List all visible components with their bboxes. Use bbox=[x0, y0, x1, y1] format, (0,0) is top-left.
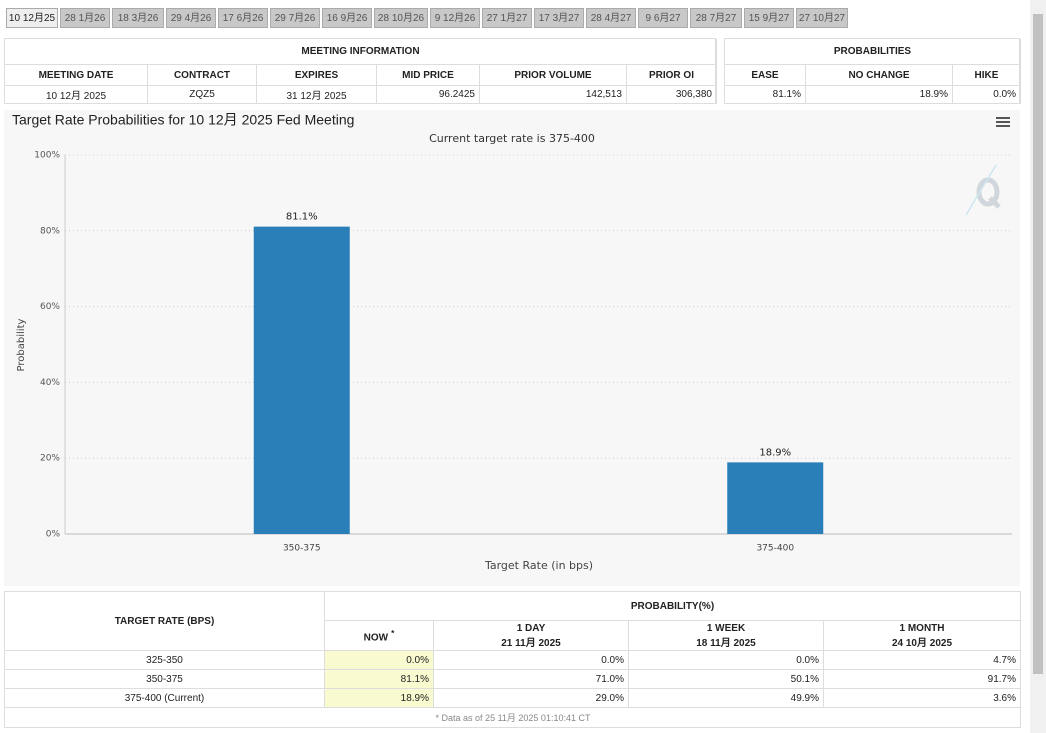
y-tick-label: 100% bbox=[34, 151, 60, 161]
table-cell: 0.0% bbox=[953, 86, 1021, 104]
header-date: 24 10月 2025 bbox=[891, 637, 953, 649]
table-cell: 350-375 bbox=[5, 670, 325, 689]
chart-subtitle: Current target rate is 375-400 bbox=[429, 132, 595, 145]
table-cell: 81.1% bbox=[325, 670, 434, 689]
column-header: PRIOR VOLUME bbox=[480, 65, 627, 86]
header-date: 18 11月 2025 bbox=[696, 637, 756, 649]
date-tab[interactable]: 15 9月27 bbox=[744, 8, 794, 28]
table-cell: 10 12月 2025 bbox=[5, 86, 148, 104]
y-tick-label: 40% bbox=[40, 378, 60, 388]
menu-button[interactable] bbox=[996, 117, 1010, 127]
header-label: 1 MONTH bbox=[900, 623, 945, 634]
table-cell: 142,513 bbox=[480, 86, 627, 104]
date-tab[interactable]: 27 10月27 bbox=[796, 8, 848, 28]
column-header: MEETING DATE bbox=[5, 65, 148, 86]
watermark-logo bbox=[965, 164, 1001, 216]
footnote: * Data as of 25 11月 2025 01:10:41 CT bbox=[5, 708, 1021, 728]
chart-title: Target Rate Probabilities for 10 12月 202… bbox=[12, 112, 354, 128]
table-cell: 96.2425 bbox=[377, 86, 480, 104]
info-table: PROBABILITIES EASE 81.1% NO CHANGE 18.9% HIKE… bbox=[724, 38, 1021, 104]
y-axis-title: Probability bbox=[16, 318, 27, 371]
chart-panel: Target Rate Probabilities for 10 12月 202… bbox=[4, 110, 1020, 586]
header-text: 1 DAY bbox=[516, 622, 546, 634]
header-text: 1 MONTH bbox=[899, 622, 945, 634]
x-axis-title: Target Rate (in bps) bbox=[484, 559, 593, 572]
table-cell: 3.6% bbox=[824, 689, 1021, 708]
scrollbar[interactable] bbox=[1030, 0, 1046, 733]
scroll-thumb[interactable] bbox=[1033, 14, 1043, 674]
y-tick-label: 20% bbox=[40, 454, 60, 464]
column-header: 1 DAY 21 11月 2025 bbox=[434, 621, 629, 651]
column-header: NOW * bbox=[325, 621, 434, 651]
column-header: 1 MONTH 24 10月 2025 bbox=[824, 621, 1021, 651]
bar bbox=[253, 226, 350, 535]
date-tab[interactable]: 29 7月26 bbox=[270, 8, 320, 28]
probability-table: TARGET RATE (BPS) PROBABILITY(%) NOW * 1 DAY… bbox=[4, 591, 1021, 728]
date-tab[interactable]: 9 12月26 bbox=[430, 8, 480, 28]
header-label: 1 DAY bbox=[517, 623, 546, 634]
header-text: NOW bbox=[363, 632, 389, 644]
date-tab[interactable]: 9 6月27 bbox=[638, 8, 688, 28]
date-tab[interactable]: 10 12月25 bbox=[6, 8, 58, 28]
header-note: * bbox=[391, 627, 395, 638]
header-label: NOW * bbox=[364, 628, 395, 643]
table-cell: 0.0% bbox=[325, 651, 434, 670]
table-cell: 31 12月 2025 bbox=[257, 86, 377, 104]
x-tick-label: 375-400 bbox=[756, 544, 794, 554]
data-label: 18.9% bbox=[759, 447, 791, 458]
y-tick-label: 80% bbox=[40, 226, 60, 236]
column-header: TARGET RATE (BPS) bbox=[5, 592, 325, 651]
column-header: MID PRICE bbox=[377, 65, 480, 86]
table-cell: 325-350 bbox=[5, 651, 325, 670]
table-cell: 71.0% bbox=[434, 670, 629, 689]
column-header: CONTRACT bbox=[148, 65, 257, 86]
column-header: 1 WEEK 18 11月 2025 bbox=[629, 621, 824, 651]
table-cell: 91.7% bbox=[824, 670, 1021, 689]
table-cell: ZQZ5 bbox=[148, 86, 257, 104]
date-tab[interactable]: 28 10月26 bbox=[374, 8, 428, 28]
table-cell: 18.9% bbox=[806, 86, 953, 104]
column-header: EXPIRES bbox=[257, 65, 377, 86]
date-tab[interactable]: 28 4月27 bbox=[586, 8, 636, 28]
date-tab[interactable]: 28 1月26 bbox=[60, 8, 110, 28]
date-tab[interactable]: 17 6月26 bbox=[218, 8, 268, 28]
date-tab[interactable]: 29 4月26 bbox=[166, 8, 216, 28]
date-tab[interactable]: 28 7月27 bbox=[690, 8, 742, 28]
header-text: 1 WEEK bbox=[706, 622, 746, 634]
table-cell: 0.0% bbox=[629, 651, 824, 670]
data-label: 81.1% bbox=[286, 212, 318, 223]
table-cell: 0.0% bbox=[434, 651, 629, 670]
column-header: EASE bbox=[725, 65, 806, 86]
date-tab[interactable]: 17 3月27 bbox=[534, 8, 584, 28]
table-cell: 49.9% bbox=[629, 689, 824, 708]
table-cell: 50.1% bbox=[629, 670, 824, 689]
x-tick-label: 350-375 bbox=[283, 544, 321, 554]
y-tick-label: 60% bbox=[40, 302, 60, 312]
bar bbox=[727, 462, 824, 534]
table-cell: 29.0% bbox=[434, 689, 629, 708]
info-table: MEETING INFORMATION MEETING DATE 10 12月 20… bbox=[4, 38, 717, 104]
chart: Target Rate Probabilities for 10 12月 202… bbox=[12, 112, 1012, 572]
column-header: HIKE bbox=[953, 65, 1021, 86]
table-title: MEETING INFORMATION bbox=[5, 39, 717, 65]
column-header: PRIOR OI bbox=[627, 65, 717, 86]
table-title: PROBABILITIES bbox=[725, 39, 1021, 65]
header-label: 1 WEEK bbox=[707, 623, 745, 634]
date-tab[interactable]: 18 3月26 bbox=[112, 8, 164, 28]
table-cell: 18.9% bbox=[325, 689, 434, 708]
table-cell: 306,380 bbox=[627, 86, 717, 104]
table-cell: 375-400 (Current) bbox=[5, 689, 325, 708]
table-cell: 4.7% bbox=[824, 651, 1021, 670]
header-date: 21 11月 2025 bbox=[501, 637, 561, 649]
y-tick-label: 0% bbox=[46, 530, 61, 540]
column-header: NO CHANGE bbox=[806, 65, 953, 86]
table-cell: 81.1% bbox=[725, 86, 806, 104]
date-tab[interactable]: 16 9月26 bbox=[322, 8, 372, 28]
date-tab[interactable]: 27 1月27 bbox=[482, 8, 532, 28]
group-header: PROBABILITY(%) bbox=[325, 592, 1021, 621]
